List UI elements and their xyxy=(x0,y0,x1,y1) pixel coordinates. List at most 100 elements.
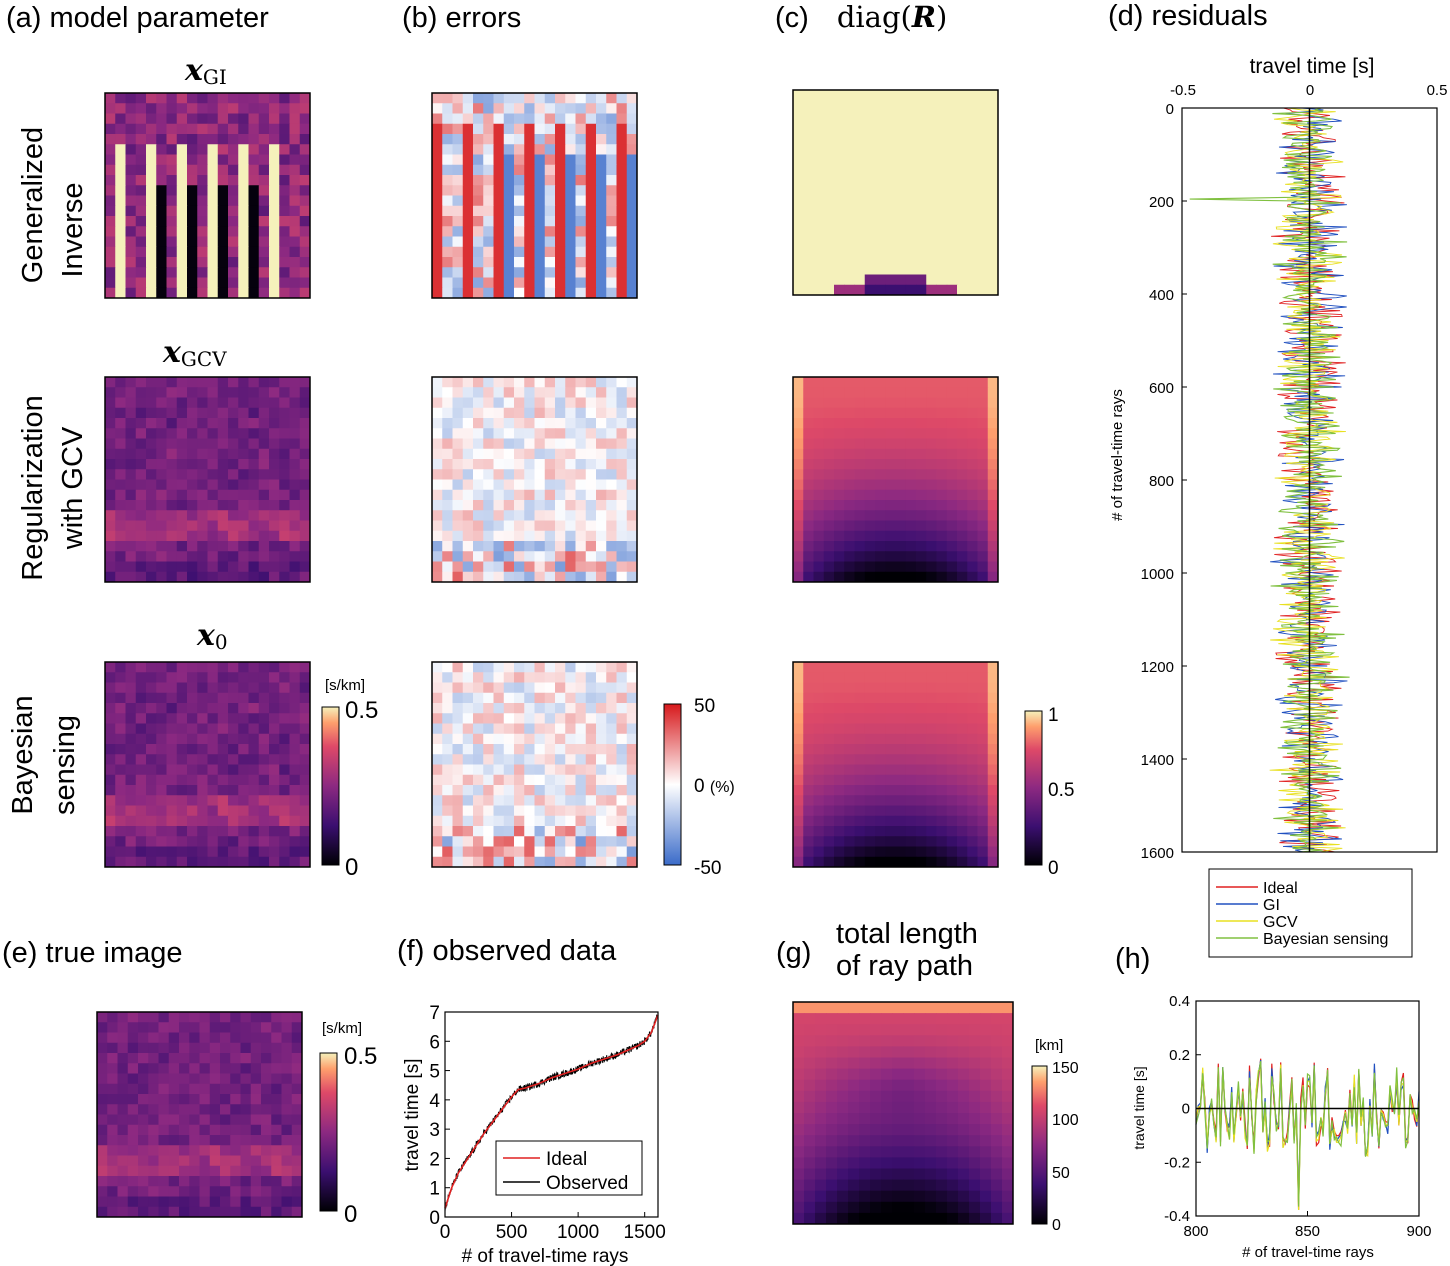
gcv-diag-cell xyxy=(946,571,958,583)
ray-length-cell xyxy=(892,1068,904,1081)
gcv-diag-cell xyxy=(813,561,825,573)
gcv-diag-cell xyxy=(936,571,948,583)
gi-model-cell xyxy=(279,236,290,248)
gcv-diag-cell xyxy=(854,520,866,532)
bayes-diag-cell xyxy=(905,703,917,714)
gi-errors-cell xyxy=(565,175,576,186)
bayes-diag-cell xyxy=(936,795,948,806)
gi-errors-cell xyxy=(596,185,607,196)
gi-model-cell xyxy=(135,216,147,227)
gcv-errors-cell xyxy=(544,438,556,450)
gi-model-cell xyxy=(207,287,219,299)
gcv-diag-cell xyxy=(844,407,855,419)
ray-length-cell xyxy=(980,1190,992,1203)
gi-model-cell xyxy=(115,267,126,278)
gcv-model-cell xyxy=(217,448,229,460)
true-image-cell xyxy=(209,1032,221,1044)
true-image-cell xyxy=(209,1145,221,1156)
gcv-errors-cell xyxy=(596,489,607,501)
gcv-model-cell xyxy=(187,418,198,429)
gi-diag-cell xyxy=(946,264,958,275)
gi-model-cell xyxy=(187,154,198,166)
gi-diag-cell xyxy=(895,131,907,142)
true-image-cell xyxy=(179,1032,190,1044)
true-image-cell xyxy=(271,1124,282,1136)
gcv-diag-cell xyxy=(967,418,978,429)
gi-errors-cell xyxy=(432,257,443,268)
gi-diag-cell xyxy=(957,100,968,111)
bayes-model-cell xyxy=(228,682,239,694)
gcv-model-cell xyxy=(238,397,249,409)
gcv-model-cell xyxy=(238,377,249,388)
gi-model-cell xyxy=(207,205,219,217)
bayes-errors-cell xyxy=(565,826,576,837)
true-image-cell xyxy=(250,1073,262,1085)
bayes-model-cell xyxy=(166,836,178,847)
colorbar-length: [km] 150 100 50 0 xyxy=(1031,1037,1079,1234)
bayes-errors-cell xyxy=(544,774,556,786)
bayes-errors-cell xyxy=(452,744,464,755)
gi-diag-cell xyxy=(864,182,876,193)
true-image-cell xyxy=(271,1176,282,1187)
bayes-model-cell xyxy=(248,846,260,858)
bayes-errors-cell xyxy=(493,713,505,724)
gi-errors-cell xyxy=(442,134,453,145)
gcv-errors-cell xyxy=(442,510,453,521)
true-image-cell xyxy=(168,1063,180,1074)
bayes-errors-cell xyxy=(442,856,453,868)
gcv-diag-cell xyxy=(946,479,958,491)
bayes-errors-cell xyxy=(555,846,566,858)
bayes-errors-cell xyxy=(555,672,566,683)
ray-length-cell xyxy=(881,1024,893,1036)
ray-length-cell xyxy=(947,1024,959,1036)
gcv-model-cell xyxy=(135,510,147,521)
gcv-errors-cell xyxy=(514,541,525,552)
bayes-model-cell xyxy=(269,785,280,796)
gcv-errors-cell xyxy=(626,387,638,398)
true-image-cell xyxy=(138,1155,149,1167)
gcv-diag-cell xyxy=(926,510,937,521)
gi-model-cell xyxy=(269,216,280,227)
ray-length-cell xyxy=(826,1124,838,1136)
bayes-errors-cell xyxy=(524,713,535,724)
bayes-errors-cell xyxy=(534,774,546,786)
gcv-errors-cell xyxy=(442,459,453,470)
bayes-diag-cell xyxy=(946,856,958,868)
gi-model-cell xyxy=(135,277,147,289)
gcv-model-cell xyxy=(248,469,260,480)
ray-length-cell xyxy=(870,1124,882,1136)
gi-errors-cell xyxy=(462,287,474,299)
bayes-errors-cell xyxy=(565,785,576,796)
gcv-errors-cell xyxy=(575,489,587,501)
gi-errors-cell xyxy=(575,267,587,278)
gcv-model-cell xyxy=(238,510,249,521)
bayes-diag-cell xyxy=(936,856,948,868)
gcv-diag-cell xyxy=(885,571,896,583)
gi-errors-cell xyxy=(565,226,576,237)
gcv-diag-cell xyxy=(946,377,958,388)
gcv-errors-cell xyxy=(626,418,638,429)
bayes-errors-cell xyxy=(432,856,443,868)
gcv-errors-cell xyxy=(626,479,638,491)
gcv-diag-cell xyxy=(916,479,927,491)
bayes-errors-cell xyxy=(565,703,576,714)
bayes-model-cell xyxy=(176,662,188,673)
true-image-cell xyxy=(199,1124,211,1136)
gcv-diag-cell xyxy=(793,489,804,501)
gi-model-cell xyxy=(279,246,290,258)
gcv-diag-cell xyxy=(977,438,989,450)
bayes-errors-cell xyxy=(626,774,638,786)
bayes-diag-cell xyxy=(967,703,978,714)
bayes-errors-cell xyxy=(596,744,607,755)
gcv-model-cell xyxy=(197,387,208,398)
true-image-cell xyxy=(209,1176,221,1187)
bayes-diag-cell xyxy=(834,723,845,735)
gcv-diag-cell xyxy=(803,377,814,388)
bayes-errors-cell xyxy=(565,795,576,806)
gcv-model-cell xyxy=(279,551,290,562)
bayes-model-cell xyxy=(279,836,290,847)
gi-errors-cell xyxy=(514,216,525,227)
gcv-errors-cell xyxy=(575,551,587,562)
bayes-diag-cell xyxy=(864,723,876,735)
true-image-cell xyxy=(179,1165,190,1177)
